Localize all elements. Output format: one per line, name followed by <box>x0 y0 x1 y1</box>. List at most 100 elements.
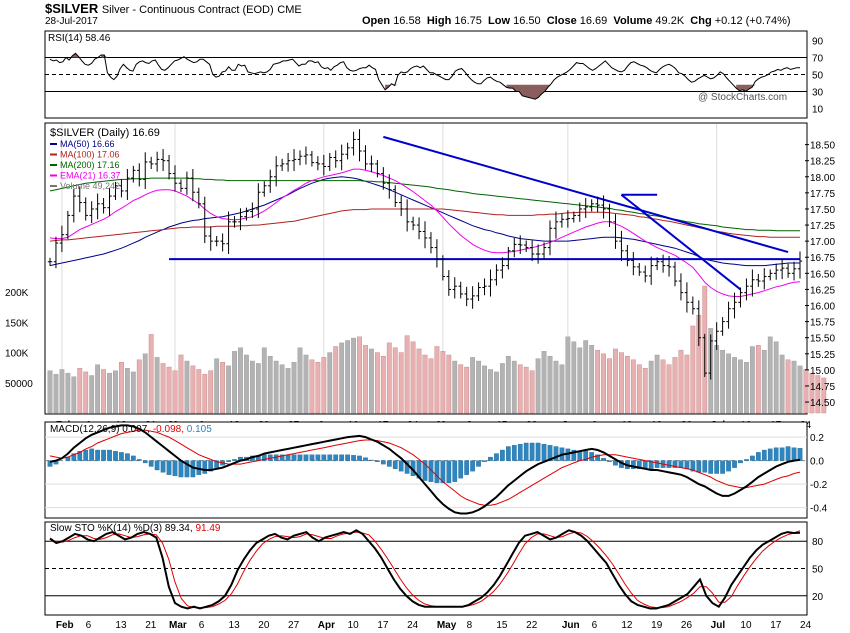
volume-value: 49.2K <box>655 15 685 27</box>
volume-bar <box>470 357 476 414</box>
volume-bar <box>577 347 583 414</box>
volume-bar <box>291 362 297 414</box>
volume-bar <box>732 357 737 414</box>
price-bar <box>214 235 219 247</box>
macd-label: MACD(12,26,9) 0.007, -0.098, 0.105 <box>50 424 212 435</box>
macd-hist-bar <box>226 460 231 462</box>
sto-d-line <box>50 530 801 609</box>
volume-bar <box>374 352 380 414</box>
macd-hist-bar <box>148 460 154 467</box>
legend-ma200: MA(200) 17.16 <box>60 160 120 170</box>
macd-axis: 0.2 0.0 -0.2 -0.4 <box>810 433 828 514</box>
macd-hist-bar <box>172 460 178 477</box>
rsi-grid <box>45 57 807 92</box>
sto-k-line <box>49 529 801 610</box>
price-bar <box>196 187 202 209</box>
macd-hist-bar <box>678 460 684 468</box>
volume-bar <box>130 371 136 414</box>
volume-bar <box>351 337 356 414</box>
macd-tick-label: 0.0 <box>810 457 824 468</box>
legend-ma100: MA(100) 17.06 <box>60 150 120 160</box>
macd-hist-bar <box>714 460 720 474</box>
price-bar <box>65 210 71 240</box>
price-bar <box>571 211 577 223</box>
macd-hist-bar <box>142 460 148 464</box>
price-bar <box>619 230 624 262</box>
macd-hist-bar <box>779 447 785 461</box>
volume-bar <box>624 355 630 414</box>
volume-bar <box>422 354 428 414</box>
volume-bar <box>803 369 809 414</box>
price-bar <box>690 296 696 315</box>
price-bar <box>744 278 749 301</box>
price-bar <box>553 211 559 239</box>
exchange: CME <box>277 4 302 16</box>
trendline <box>620 194 742 291</box>
volume-bar <box>166 366 172 414</box>
price-bar <box>47 257 53 266</box>
macd-hist-bar <box>613 460 618 466</box>
volume-bar <box>767 336 773 414</box>
macd-hist-bar <box>458 460 464 479</box>
price-bar <box>369 155 374 173</box>
date-tick-label-bottom: May <box>437 620 457 631</box>
price-bar <box>482 278 487 296</box>
volume-bar <box>255 363 261 414</box>
macd-hist-bar <box>511 445 517 461</box>
volume-bar <box>339 342 345 414</box>
price-bar <box>208 226 213 251</box>
macd-hist-bar <box>184 460 190 478</box>
volume-bar <box>452 360 458 414</box>
price-tick-label: 17.25 <box>810 221 835 232</box>
date-tick-label-bottom: 10 <box>740 620 752 631</box>
macd-hist-bar <box>607 460 612 462</box>
price-bar <box>178 179 184 193</box>
macd-hist-bar <box>470 460 475 472</box>
price-bar <box>95 193 100 220</box>
price-bar <box>518 235 523 255</box>
volume-bar <box>119 362 124 414</box>
volume-bar <box>672 357 678 414</box>
volume-bar <box>726 353 731 414</box>
macd-hist-bar <box>630 460 636 469</box>
macd-line <box>49 424 801 515</box>
macd-hist-bar <box>636 460 642 469</box>
volume-bar <box>363 345 368 414</box>
macd-tick-label: 0.2 <box>810 433 824 444</box>
volume-bar <box>446 354 452 414</box>
price-bar <box>547 220 553 256</box>
price-tick-label: 18.50 <box>810 141 835 152</box>
volume-bar <box>464 366 470 414</box>
rsi-label: RSI(14) 58.46 <box>48 33 111 44</box>
price-tick-label: 17.50 <box>810 205 835 216</box>
price-tick-label: 15.50 <box>810 334 835 345</box>
macd-hist-bar <box>648 460 654 469</box>
volume-bar <box>208 370 214 414</box>
ma100-line <box>49 208 800 242</box>
volume-bar <box>83 371 89 414</box>
volume-bar <box>755 345 761 414</box>
price-bar <box>791 261 797 281</box>
volume-bar <box>53 374 59 414</box>
volume-bar <box>547 355 553 414</box>
price-bar <box>309 151 315 167</box>
sto-tick-label: 80 <box>812 537 824 548</box>
price-bar <box>262 181 267 197</box>
macd-hist-bar <box>744 459 749 461</box>
price-bar <box>154 151 160 172</box>
volume-bar <box>404 335 410 414</box>
volume-bar <box>482 365 487 414</box>
price-bar <box>446 270 452 296</box>
macd-hist-bar <box>488 456 493 461</box>
price-tick-label: 16.75 <box>810 253 835 264</box>
macd-hist-bar <box>279 454 285 461</box>
volume-bar <box>380 355 386 414</box>
volume-bar <box>113 370 118 414</box>
symbol-title: $SILVER Silver - Continuous Contract (EO… <box>45 1 302 16</box>
volume-bar <box>297 347 303 414</box>
macd-hist-bar <box>482 460 487 462</box>
date-axis-bottom: Feb 6 13 21 Mar 6 13 20 27 Apr 10 17 24 May 8 15 22 Jun 6 1… <box>56 620 812 631</box>
volume-bar <box>815 375 821 414</box>
macd-hist-bar <box>297 454 303 461</box>
